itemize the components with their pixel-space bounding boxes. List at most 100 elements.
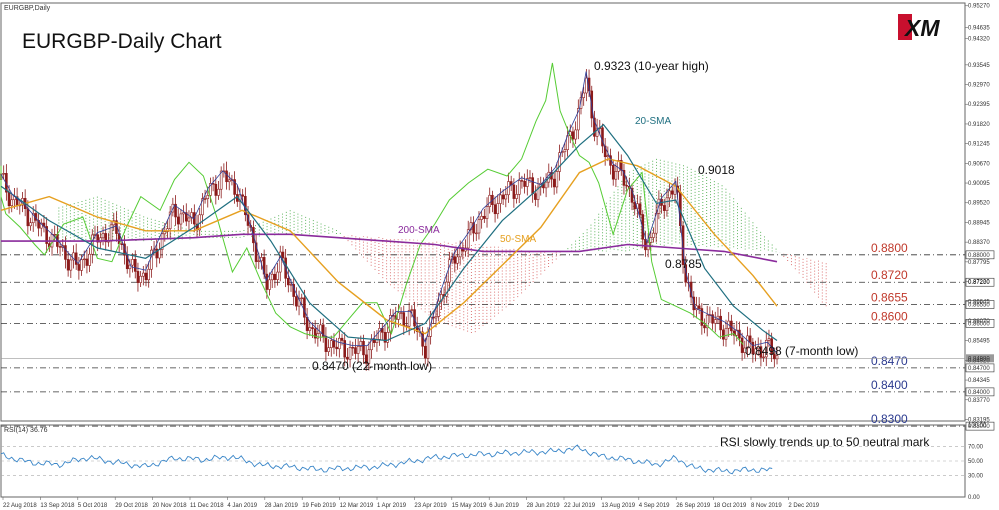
label-sma200: 200-SMA [398,225,440,236]
candle-body [150,249,153,270]
y-tick-label: 0.87220 [968,280,990,286]
candle-body [625,185,628,187]
rsi-scale-label: 100.00 [968,423,987,429]
candle-body [26,208,30,227]
candle-body [670,190,674,195]
candle-body [187,217,191,222]
candle-body [158,249,161,259]
candle-body [356,345,360,354]
candle-body [504,194,508,200]
candle-body [308,327,312,331]
candle-body [10,199,14,207]
candle-body [303,297,306,318]
candle-body [456,256,459,264]
candle-body [577,108,580,131]
annotation-recent-low: 0.8498 (7-month low) [745,344,858,358]
x-tick-label: 28 Jan 2019 [265,503,299,509]
y-tick-label: 0.94635 [968,25,990,31]
candle-body [638,203,642,215]
candle-body [633,202,637,210]
xm-logo-text: XM [903,15,940,41]
candle-body [474,232,478,235]
candle-body [397,312,400,320]
candle-body [58,246,62,248]
x-tick-label: 23 Apr 2019 [414,503,447,509]
candle-body [359,341,363,347]
level-price-tag [965,363,995,373]
rsi-scale-label: 50.00 [968,459,984,465]
candle-body [179,213,183,225]
y-tick-label: 0.90095 [968,181,990,187]
label-sma50: 50-SMA [500,234,536,245]
level-price-tag-text: 0.86550 [968,303,990,309]
candle-body [724,327,728,340]
level-label: 0.8720 [871,268,908,282]
candle-body [579,97,583,109]
rsi-note: RSI slowly trends up to 50 neutral mark [720,435,930,449]
candle-body [448,259,451,283]
sma200-line [1,233,778,263]
candle-body [614,171,618,180]
candle-body [340,337,344,341]
candle-body [517,180,521,195]
candle-body [268,279,271,290]
level-price-tag-text: 0.87200 [968,280,990,286]
candle-body [437,300,440,317]
candle-body [289,284,293,286]
y-tick-label: 0.93545 [968,63,990,69]
candle-body [571,131,575,140]
annotation-mid-low: 0.8785 [665,257,702,271]
candle-body [319,324,322,334]
candle-body [649,237,653,243]
level-price-tag-text: 0.83000 [968,424,990,430]
candle-body [762,356,765,359]
candle-body [112,220,116,226]
candle-body [585,77,588,94]
candle-body [163,231,167,235]
candle-body [265,273,269,290]
candle-body [665,197,669,211]
candle-body [563,149,567,153]
candle-body [759,346,763,358]
y-tick-label: 0.86070 [968,319,990,325]
candle-body [767,338,771,341]
y-tick-label: 0.85495 [968,339,990,345]
level-label: 0.8655 [871,291,908,305]
candle-body [305,316,309,331]
candle-body [39,222,43,229]
candle-body [88,253,91,266]
x-tick-label: 8 Nov 2019 [751,503,782,509]
candle-body [101,233,105,239]
candle-body [203,198,207,200]
candle-body [53,234,57,236]
candle-body [144,272,148,281]
candle-body [531,177,534,194]
x-tick-label: 1 Apr 2019 [377,503,407,509]
candle-body [335,346,338,350]
candle-body [348,347,352,360]
x-tick-label: 2 Dec 2019 [788,503,819,509]
candle-body [176,216,180,225]
candle-body [713,319,717,324]
candle-body [364,354,368,364]
candle-body [611,165,615,180]
candle-body [104,233,108,243]
sma50-line [0,158,778,335]
rsi-label: RSI(14) 36.76 [4,427,48,434]
x-tick-label: 29 Oct 2018 [115,503,148,509]
candle-body [362,341,365,356]
x-tick-label: 4 Jan 2019 [227,503,257,509]
x-tick-label: 13 Sep 2018 [40,503,75,509]
candle-body [445,281,449,297]
candle-body [206,195,210,200]
candle-body [372,338,376,343]
candle-body [775,355,779,360]
x-tick-label: 28 Jun 2019 [527,503,561,509]
candle-body [219,170,223,190]
tenkan-line [0,71,778,354]
label-sma20: 20-SMA [635,116,671,127]
candle-body [472,222,475,234]
y-tick-label: 0.83770 [968,398,990,404]
candle-body [209,183,212,196]
y-tick-label: 0.84920 [968,358,990,364]
